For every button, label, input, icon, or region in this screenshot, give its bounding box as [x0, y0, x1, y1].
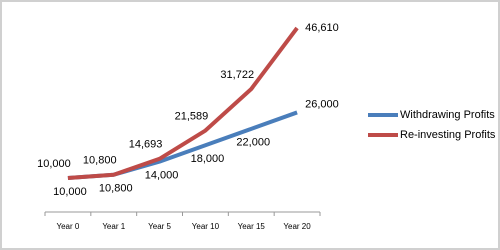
x-tick-label: Year 0 [56, 222, 79, 231]
data-label: 10,000 [37, 158, 71, 170]
data-label: 10,000 [53, 186, 87, 198]
x-tick-label: Year 20 [283, 222, 311, 231]
x-tick-label: Year 15 [238, 222, 266, 231]
data-label: 14,000 [145, 170, 179, 182]
data-label: 46,610 [305, 22, 339, 34]
data-label: 10,800 [99, 183, 133, 195]
data-label: 26,000 [305, 98, 339, 110]
series-line [67, 26, 299, 180]
legend-label: Re-investing Profits [400, 129, 496, 141]
data-label: 10,800 [83, 155, 117, 167]
data-label: 21,589 [175, 110, 209, 122]
x-tick-label: Year 5 [148, 222, 171, 231]
data-label: 18,000 [191, 153, 225, 165]
data-label: 22,000 [236, 137, 270, 149]
x-tick-label: Year 1 [102, 222, 125, 231]
data-label: 14,693 [129, 139, 163, 151]
legend-label: Withdrawing Profits [400, 109, 495, 121]
x-tick-label: Year 10 [192, 222, 220, 231]
data-label: 31,722 [220, 69, 254, 81]
